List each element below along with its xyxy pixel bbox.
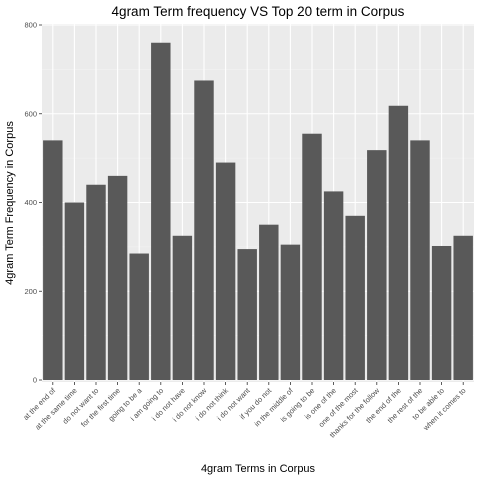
bar: [129, 253, 149, 380]
bar: [151, 42, 171, 380]
bar: [323, 191, 344, 380]
bar: [388, 105, 409, 380]
bar: [172, 235, 193, 380]
bar: [367, 150, 387, 380]
bar: [107, 175, 128, 380]
y-tick-label: 200: [24, 287, 37, 296]
y-tick-label: 400: [24, 198, 37, 207]
chart-title: 4gram Term frequency VS Top 20 term in C…: [112, 4, 405, 19]
bar: [453, 235, 473, 380]
y-tick-label: 600: [24, 109, 37, 118]
bar: [345, 215, 365, 380]
bar: [64, 202, 85, 380]
bar: [86, 184, 106, 380]
x-axis-title: 4gram Terms in Corpus: [201, 463, 316, 475]
bar: [280, 244, 301, 380]
bar: [410, 140, 430, 380]
bar: [259, 224, 279, 380]
y-axis-title: 4gram Term Frequency in Corpus: [4, 121, 16, 285]
y-tick-label: 0: [33, 376, 37, 385]
bar: [43, 140, 63, 380]
bar: [237, 249, 257, 380]
y-axis-ticks: 0 200 400 600 800: [24, 21, 42, 385]
bar: [302, 133, 322, 380]
bar: [194, 80, 214, 380]
y-tick-label: 800: [24, 21, 37, 30]
bars: [43, 42, 473, 380]
bar: [215, 162, 236, 380]
bar: [431, 245, 452, 380]
